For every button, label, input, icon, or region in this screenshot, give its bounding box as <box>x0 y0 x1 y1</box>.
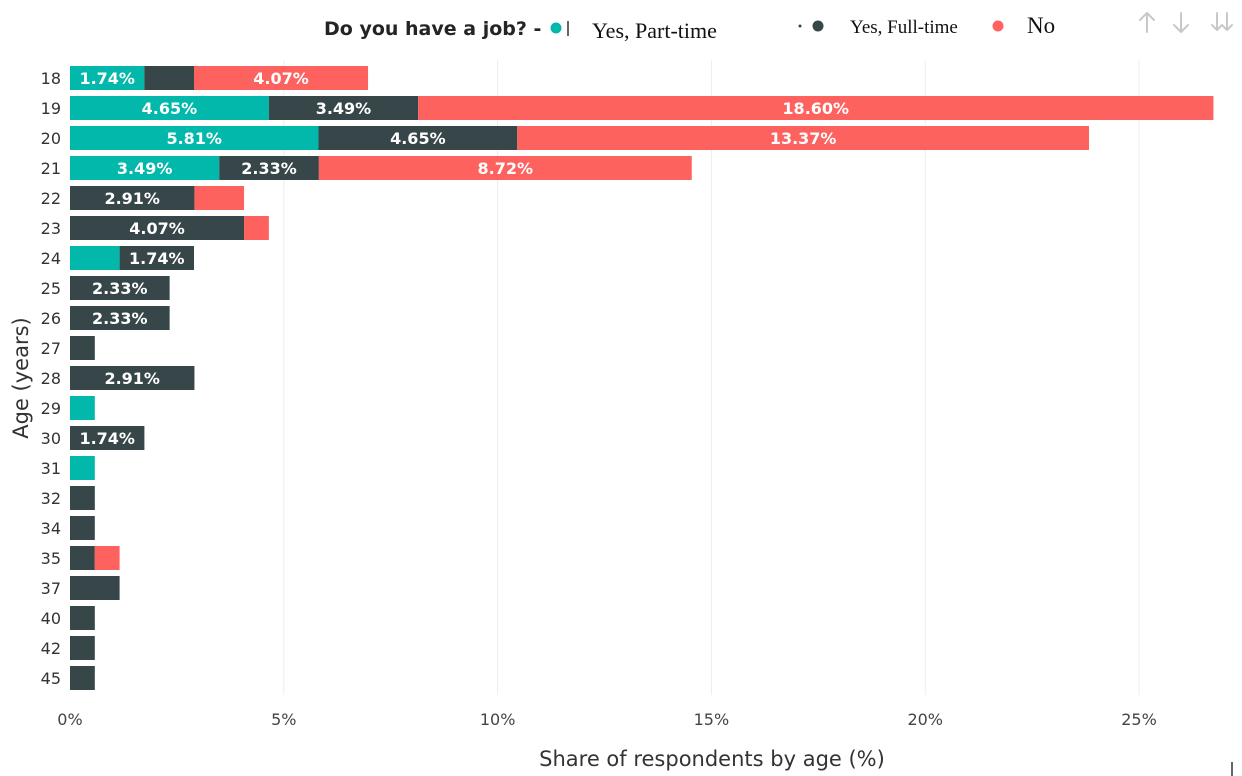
bar-segment[interactable] <box>144 66 195 90</box>
data-label: 4.65% <box>142 99 198 118</box>
expand-all-down-icon[interactable] <box>1211 12 1233 31</box>
bar-segment[interactable] <box>244 216 269 240</box>
y-tick-label: 27 <box>41 339 61 358</box>
bar-segment[interactable] <box>70 366 195 390</box>
y-tick-label: 22 <box>41 189 61 208</box>
bar-segment[interactable] <box>70 126 319 150</box>
sort-ascending-icon[interactable] <box>1139 12 1155 33</box>
bar-segment[interactable] <box>70 636 95 660</box>
data-label: 2.91% <box>104 189 160 208</box>
legend-marker-no <box>992 20 1004 32</box>
data-label: 1.74% <box>129 249 185 268</box>
bar-segment[interactable] <box>70 276 170 300</box>
data-label: 13.37% <box>770 129 837 148</box>
y-tick-label: 24 <box>41 249 61 268</box>
data-label: 1.74% <box>79 429 135 448</box>
bar-segment[interactable] <box>70 246 120 270</box>
data-label: 3.49% <box>316 99 372 118</box>
y-tick-label: 32 <box>41 489 61 508</box>
bar-segment[interactable] <box>94 546 120 570</box>
bar-segment[interactable] <box>194 186 245 210</box>
bar-segment[interactable] <box>70 216 245 240</box>
bar-segment[interactable] <box>70 516 95 540</box>
data-label: 1.74% <box>79 69 135 88</box>
data-label: 4.07% <box>129 219 185 238</box>
y-tick-label: 19 <box>41 99 61 118</box>
y-tick-label: 20 <box>41 129 61 148</box>
legend: Do you have a job? - Yes, Part-time Yes,… <box>324 13 1055 43</box>
data-label: 5.81% <box>166 129 222 148</box>
y-axis-title: Age (years) <box>9 317 33 438</box>
bar-segment[interactable] <box>194 66 369 90</box>
bar-segment[interactable] <box>70 456 95 480</box>
data-label: 2.33% <box>92 279 148 298</box>
bar-segment[interactable] <box>70 486 95 510</box>
data-label: 8.72% <box>478 159 534 178</box>
bar-segment[interactable] <box>219 156 319 180</box>
y-tick-label: 31 <box>41 459 61 478</box>
sort-descending-icon[interactable] <box>1173 12 1189 33</box>
legend-dot-small <box>798 24 802 28</box>
y-tick-label: 30 <box>41 429 61 448</box>
data-label: 3.49% <box>117 159 173 178</box>
data-label: 2.33% <box>92 309 148 328</box>
y-tick-label: 29 <box>41 399 61 418</box>
legend-label-part-time: Yes, Part-time <box>592 18 717 43</box>
legend-label-no: No <box>1027 13 1055 38</box>
bar-segment[interactable] <box>70 336 95 360</box>
bar-segment[interactable] <box>70 666 95 690</box>
bar-segment[interactable] <box>70 576 120 600</box>
bars <box>70 66 1214 690</box>
x-axis-tick-labels: 0% 5% 10% 15% 20% 25% <box>57 710 1157 729</box>
bar-segment[interactable] <box>70 156 220 180</box>
y-tick-label: 26 <box>41 309 61 328</box>
x-tick-label: 0% <box>57 710 82 729</box>
bar-segment[interactable] <box>70 96 269 120</box>
x-axis-title: Share of respondents by age (%) <box>539 747 885 771</box>
y-tick-label: 28 <box>41 369 61 388</box>
y-tick-label: 34 <box>41 519 61 538</box>
bar-segment[interactable] <box>70 306 170 330</box>
bar-segment[interactable] <box>318 126 518 150</box>
legend-title: Do you have a job? - <box>324 18 541 40</box>
x-tick-label: 20% <box>907 710 943 729</box>
data-labels: 1.74% 4.07% 4.65% 3.49% 18.60% 5.81% 4.65% 13.3… <box>79 69 849 448</box>
bar-segment[interactable] <box>70 186 195 210</box>
bar-segment[interactable] <box>70 426 145 450</box>
data-label: 4.07% <box>253 69 309 88</box>
bar-segment[interactable] <box>517 126 1089 150</box>
y-tick-label: 21 <box>41 159 61 178</box>
y-axis-tick-labels: 18 19 20 21 22 23 24 25 26 27 28 29 30 31 32 34 35 37 40 42… <box>41 69 61 688</box>
data-label: 18.60% <box>782 99 849 118</box>
legend-label-full-time: Yes, Full-time <box>850 17 958 38</box>
data-label: 2.33% <box>241 159 297 178</box>
bar-segment[interactable] <box>70 606 95 630</box>
gridlines <box>283 60 1140 695</box>
bar-segment[interactable] <box>318 156 692 180</box>
x-tick-label: 10% <box>480 710 516 729</box>
x-tick-label: 15% <box>694 710 730 729</box>
data-label: 2.91% <box>104 369 160 388</box>
bar-segment[interactable] <box>70 546 95 570</box>
x-tick-label: 25% <box>1121 710 1157 729</box>
y-tick-label: 18 <box>41 69 61 88</box>
bar-segment[interactable] <box>70 66 145 90</box>
y-tick-label: 37 <box>41 579 61 598</box>
legend-marker-full-time <box>812 20 824 32</box>
legend-marker-part-time <box>550 22 562 34</box>
y-tick-label: 42 <box>41 639 61 658</box>
data-label: 4.65% <box>390 129 446 148</box>
y-tick-label: 25 <box>41 279 61 298</box>
y-tick-label: 40 <box>41 609 61 628</box>
bar-segment[interactable] <box>70 396 95 420</box>
bar-segment[interactable] <box>119 246 195 270</box>
x-tick-label: 5% <box>271 710 296 729</box>
y-tick-label: 23 <box>41 219 61 238</box>
bar-segment[interactable] <box>268 96 419 120</box>
y-tick-label: 45 <box>41 669 61 688</box>
bar-segment[interactable] <box>418 96 1214 120</box>
y-tick-label: 35 <box>41 549 61 568</box>
